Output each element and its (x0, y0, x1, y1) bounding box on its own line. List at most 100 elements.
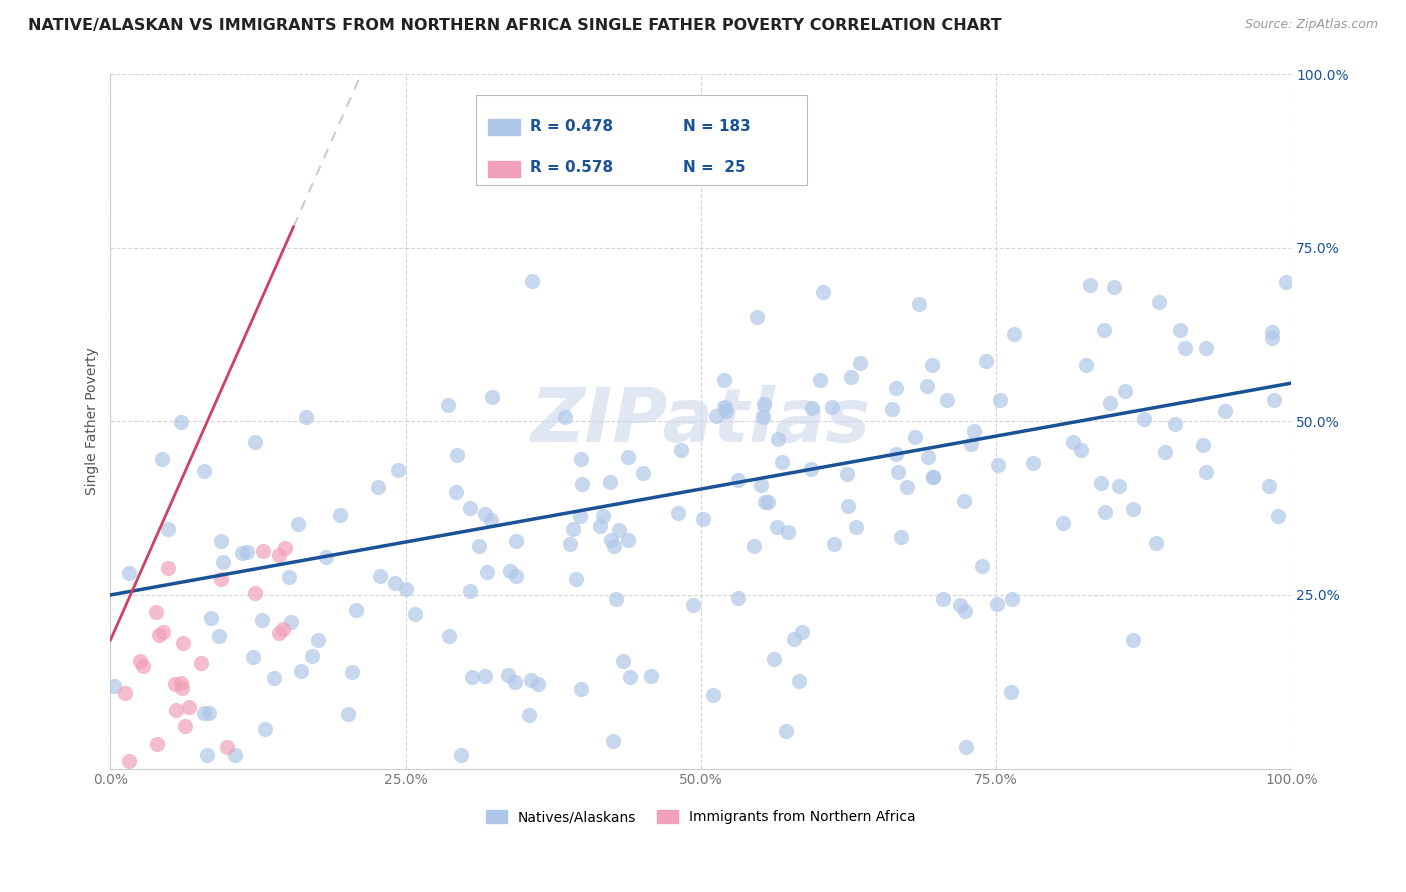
Point (200, 611, 222, 625)
Point (921, 470, 943, 484)
Point (713, 400, 735, 414)
Text: Source: ZipAtlas.com: Source: ZipAtlas.com (1244, 18, 1378, 31)
Point (607, 523, 630, 537)
Point (811, 285, 834, 299)
Point (884, 381, 907, 395)
Point (747, 310, 769, 324)
Point (1122, 502, 1144, 516)
Point (252, 613, 274, 627)
Point (955, 739, 977, 754)
Point (118, 566, 141, 580)
Point (522, 274, 544, 288)
Point (387, 463, 409, 477)
Point (170, 676, 193, 690)
Point (1174, 341, 1197, 355)
Point (932, 591, 955, 606)
Point (1076, 358, 1098, 372)
Point (600, 533, 623, 547)
Point (886, 465, 908, 479)
Point (792, 624, 814, 639)
Point (461, 670, 484, 684)
Point (963, 424, 986, 438)
Point (896, 480, 918, 494)
Point (702, 689, 724, 703)
Point (890, 530, 912, 544)
Point (209, 572, 232, 586)
Point (193, 464, 215, 478)
Point (156, 560, 179, 574)
Point (754, 494, 776, 508)
Point (290, 665, 312, 679)
Point (209, 533, 232, 548)
Point (904, 430, 927, 444)
Point (519, 673, 541, 688)
Point (727, 473, 749, 487)
Point (474, 669, 496, 683)
Point (1090, 475, 1112, 490)
Point (1267, 508, 1289, 523)
FancyBboxPatch shape (477, 95, 807, 186)
Point (460, 501, 482, 516)
Point (988, 392, 1011, 407)
Point (752, 397, 775, 411)
Point (571, 452, 593, 467)
Point (267, 626, 290, 640)
Point (562, 522, 585, 536)
Point (446, 448, 468, 462)
Point (208, 629, 231, 643)
FancyBboxPatch shape (488, 119, 520, 136)
Point (1192, 438, 1215, 452)
Point (1133, 412, 1156, 426)
Point (837, 499, 859, 513)
Point (756, 495, 779, 509)
Point (1164, 417, 1187, 432)
Point (880, 402, 903, 417)
Point (775, 723, 797, 738)
Point (517, 708, 540, 723)
Point (605, 592, 627, 607)
Point (666, 506, 689, 520)
Point (148, 627, 170, 641)
Point (908, 296, 931, 310)
Point (706, 409, 728, 424)
Point (274, 541, 297, 555)
Point (117, 754, 139, 768)
Text: R = 0.578: R = 0.578 (530, 161, 613, 176)
Point (782, 632, 804, 647)
Point (197, 706, 219, 720)
Point (384, 576, 406, 591)
Point (751, 477, 773, 491)
Point (884, 447, 907, 461)
Point (224, 747, 246, 762)
Point (395, 582, 418, 597)
Point (823, 537, 845, 551)
Point (269, 549, 291, 563)
Point (1108, 479, 1130, 493)
Point (603, 539, 626, 553)
Point (152, 624, 174, 639)
Point (280, 615, 302, 630)
Point (444, 484, 467, 499)
Point (128, 655, 150, 669)
Point (193, 706, 215, 720)
Point (526, 677, 548, 691)
Point (368, 569, 391, 583)
Point (922, 469, 945, 483)
Point (1147, 294, 1170, 309)
Text: R = 0.478: R = 0.478 (530, 119, 613, 134)
Point (599, 475, 621, 489)
Point (114, 686, 136, 700)
Point (177, 699, 200, 714)
Point (1154, 445, 1177, 459)
Point (329, 508, 352, 522)
Point (156, 522, 179, 536)
Point (1022, 456, 1045, 470)
Point (669, 443, 692, 458)
Point (617, 450, 640, 464)
Point (716, 404, 738, 418)
Point (458, 584, 481, 599)
Point (132, 658, 155, 673)
Point (163, 676, 186, 690)
Point (505, 534, 527, 549)
Text: N =  25: N = 25 (683, 161, 745, 176)
